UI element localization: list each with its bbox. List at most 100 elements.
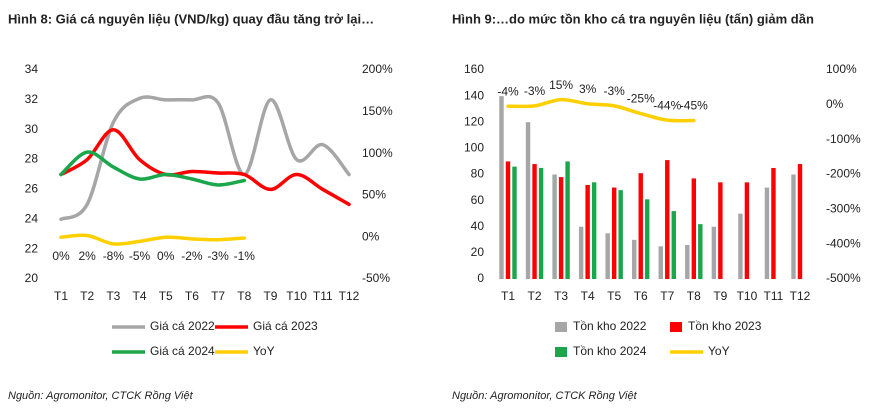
x-tick-label: T1	[501, 289, 515, 303]
x-tick-label: T3	[554, 289, 568, 303]
legend-swatch	[555, 347, 567, 357]
x-tick-label: T7	[211, 289, 225, 303]
data-label: -3%	[207, 249, 229, 263]
bar	[791, 174, 796, 279]
bar	[538, 167, 544, 279]
y-tick-label: 120	[464, 114, 484, 128]
bar	[764, 187, 770, 279]
y2-tick-label: 100%	[362, 146, 393, 160]
x-tick-label: T2	[528, 289, 542, 303]
y-tick-label: 0	[477, 271, 484, 285]
bar	[605, 233, 610, 279]
y-tick-label: 40	[471, 219, 485, 233]
x-tick-label: T3	[106, 289, 120, 303]
bar	[632, 239, 637, 279]
bar	[578, 226, 584, 279]
data-label: -8%	[103, 249, 125, 263]
y-tick-label: 20	[25, 271, 39, 285]
y-tick-label: 160	[464, 62, 484, 76]
x-tick-label: T4	[133, 289, 147, 303]
bar	[665, 160, 670, 279]
y-tick-label: 32	[25, 92, 39, 106]
data-label: -1%	[234, 249, 256, 263]
bar	[698, 224, 703, 279]
bar	[611, 187, 617, 279]
y-tick-label: 24	[25, 211, 39, 225]
legend-label: Giá cá 2024	[150, 344, 215, 358]
x-tick-label: T4	[581, 289, 595, 303]
x-tick-label: T9	[713, 289, 727, 303]
bar	[671, 211, 676, 279]
legend-label: Tồn kho 2023	[688, 319, 762, 333]
chart-title: Hình 8: Giá cá nguyên liệu (VND/kg) quay…	[8, 11, 374, 26]
x-tick-label: T8	[237, 289, 251, 303]
y-tick-label: 30	[25, 122, 39, 136]
y-tick-label: 34	[25, 62, 39, 76]
source: Nguồn: Agromonitor, CTCK Rồng Việt	[452, 390, 638, 402]
bar	[718, 182, 723, 279]
bar	[499, 96, 504, 279]
y2-tick-label: 200%	[362, 62, 393, 76]
bar	[711, 226, 717, 279]
data-label: 0%	[52, 249, 70, 263]
y2-tick-label: 0%	[826, 97, 844, 111]
y2-tick-label: 150%	[362, 104, 393, 118]
data-label: -4%	[497, 84, 519, 98]
legend-label: YoY	[253, 344, 275, 358]
y2-tick-label: -50%	[362, 271, 390, 285]
x-tick-label: T5	[607, 289, 621, 303]
legend-swatch	[555, 322, 567, 332]
line	[59, 233, 247, 246]
y-tick-label: 140	[464, 88, 484, 102]
bar	[552, 174, 557, 279]
bar	[585, 184, 590, 279]
bar	[532, 164, 537, 279]
y-tick-label: 100	[464, 141, 484, 155]
x-tick-label: T10	[737, 289, 758, 303]
chart-title: Hình 9:…do mức tồn kho cá tra nguyên liệ…	[452, 11, 814, 26]
data-label: -2%	[181, 249, 203, 263]
data-label: -5%	[129, 249, 151, 263]
legend-label: Giá cá 2023	[253, 319, 318, 333]
x-tick-label: T10	[286, 289, 307, 303]
y-tick-label: 28	[25, 152, 39, 166]
data-label: -45%	[680, 99, 708, 113]
legend-label: Tồn kho 2024	[573, 344, 647, 358]
x-tick-label: T7	[660, 289, 674, 303]
x-tick-label: T11	[313, 289, 333, 303]
y-tick-label: 26	[25, 182, 39, 196]
data-label: 3%	[579, 82, 597, 96]
x-tick-label: T12	[790, 289, 811, 303]
line	[506, 97, 696, 123]
x-tick-label: T5	[159, 289, 173, 303]
data-label: 15%	[549, 78, 573, 92]
source: Nguồn: Agromonitor, CTCK Rồng Việt	[8, 390, 194, 402]
legend-label: Tồn kho 2022	[573, 319, 647, 333]
bar	[691, 178, 697, 279]
bar	[512, 166, 517, 279]
data-label: 0%	[157, 249, 175, 263]
x-tick-label: T6	[185, 289, 199, 303]
bar	[565, 161, 570, 279]
bar	[797, 164, 803, 279]
y2-tick-label: 50%	[362, 188, 386, 202]
bar	[645, 199, 650, 279]
data-label: -25%	[627, 92, 655, 106]
line	[59, 94, 351, 222]
bar	[618, 190, 623, 279]
data-label: -44%	[653, 98, 681, 112]
bar	[638, 173, 643, 279]
data-label: -3%	[524, 84, 546, 98]
x-tick-label: T1	[54, 289, 68, 303]
line	[59, 150, 247, 187]
y2-tick-label: -100%	[826, 132, 861, 146]
y2-tick-label: -200%	[826, 167, 861, 181]
y-tick-label: 22	[25, 241, 39, 255]
bar	[685, 245, 690, 279]
data-label: -3%	[604, 84, 626, 98]
bar	[591, 182, 597, 279]
legend-swatch	[670, 322, 682, 332]
bar	[744, 182, 750, 279]
legend-label: Giá cá 2022	[150, 319, 215, 333]
